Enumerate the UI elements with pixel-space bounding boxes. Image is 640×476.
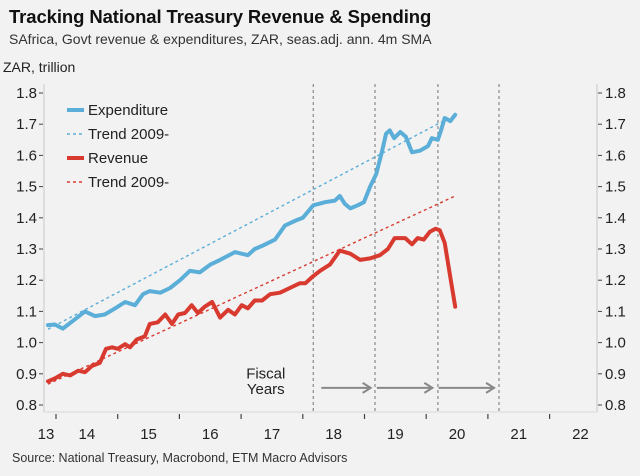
source-note: Source: National Treasury, Macrobond, ET… (12, 451, 348, 465)
legend-label: Trend 2009- (88, 126, 169, 143)
x-tick-label: 14 (79, 426, 96, 443)
legend-label: Trend 2009- (88, 174, 169, 191)
y-tick-label-left: 1.3 (16, 241, 37, 258)
y-tick-label-right: 0.9 (605, 366, 626, 383)
legend-label: Expenditure (88, 102, 168, 119)
y-tick-label-right: 1.1 (605, 303, 626, 320)
x-tick-label: 15 (140, 426, 157, 443)
y-tick-label-left: 1.4 (16, 210, 37, 227)
y-tick-label-left: 1.1 (16, 303, 37, 320)
y-tick-label-left: 1.2 (16, 272, 37, 289)
fiscal-arrow-head (485, 381, 496, 394)
chart-title: Tracking National Treasury Revenue & Spe… (9, 6, 432, 27)
x-tick-label: 21 (510, 426, 527, 443)
y-tick-label-right: 0.8 (605, 397, 626, 414)
y-tick-label-left: 1.8 (16, 85, 37, 102)
series-group (46, 112, 458, 385)
series-line-expenditure-trend-2009 (47, 114, 456, 330)
y-tick-label-right: 1.4 (605, 210, 626, 227)
y-tick-label-right: 1.3 (605, 241, 626, 258)
series-line-revenue (46, 226, 458, 384)
fiscal-arrow-head (362, 381, 373, 394)
fiscal-year-markers (312, 84, 500, 412)
legend: Expenditure Trend 2009- Revenue Trend 2009- (67, 102, 169, 191)
plot-frame (43, 84, 598, 413)
x-tick-label: 22 (572, 426, 589, 443)
x-tick-label: 16 (202, 426, 219, 443)
annotation-text: Years (247, 381, 285, 398)
y-tick-label-right: 1.6 (605, 147, 626, 164)
y-tick-label-left: 1.0 (16, 335, 37, 352)
y-tick-label-right: 1.0 (605, 335, 626, 352)
y-axis-unit-label: ZAR, trillion (3, 59, 76, 75)
y-tick-label-right: 1.5 (605, 179, 626, 196)
x-tick-label: 17 (264, 426, 281, 443)
y-tick-label-left: 1.7 (16, 116, 37, 133)
chart-subtitle: SAfrica, Govt revenue & expenditures, ZA… (9, 31, 432, 47)
y-axis-left: 0.8 0.9 1.0 1.1 1.2 1.3 1.4 1.5 1.6 1.7 1.8 (16, 85, 43, 414)
x-tick-label: 18 (325, 426, 342, 443)
y-tick-label-right: 1.8 (605, 85, 626, 102)
y-tick-label-left: 0.9 (16, 366, 37, 383)
x-axis: 13 14 15 16 17 18 19 20 21 22 (38, 414, 589, 443)
x-tick-label: 20 (449, 426, 466, 443)
y-tick-label-right: 1.7 (605, 116, 626, 133)
x-tick-label: 13 (38, 426, 55, 443)
x-tick-label: 19 (387, 426, 404, 443)
fiscal-arrow-head (423, 381, 435, 394)
y-tick-label-left: 1.5 (16, 179, 37, 196)
annotation-text: Fiscal (246, 365, 285, 382)
series-line-revenue-trend-2009 (47, 195, 456, 385)
y-tick-label-left: 0.8 (16, 397, 37, 414)
y-axis-right: 0.8 0.9 1.0 1.1 1.2 1.3 1.4 1.5 1.6 1.7 1.8 (598, 85, 626, 414)
y-tick-label-right: 1.2 (605, 272, 626, 289)
series-line-expenditure (46, 112, 458, 331)
legend-label: Revenue (88, 150, 148, 167)
y-tick-label-left: 1.6 (16, 147, 37, 164)
